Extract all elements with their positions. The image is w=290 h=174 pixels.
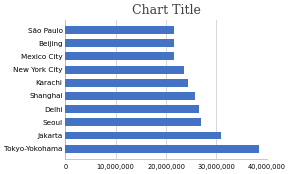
Title: Chart Title: Chart Title xyxy=(132,4,200,17)
Bar xyxy=(65,132,221,139)
Bar xyxy=(65,92,195,100)
Bar xyxy=(65,105,199,113)
Bar xyxy=(65,52,174,60)
Bar xyxy=(65,26,174,34)
Bar xyxy=(65,66,184,74)
Bar xyxy=(65,39,174,47)
Bar xyxy=(65,145,259,153)
Bar xyxy=(65,118,201,126)
Bar xyxy=(65,79,188,87)
